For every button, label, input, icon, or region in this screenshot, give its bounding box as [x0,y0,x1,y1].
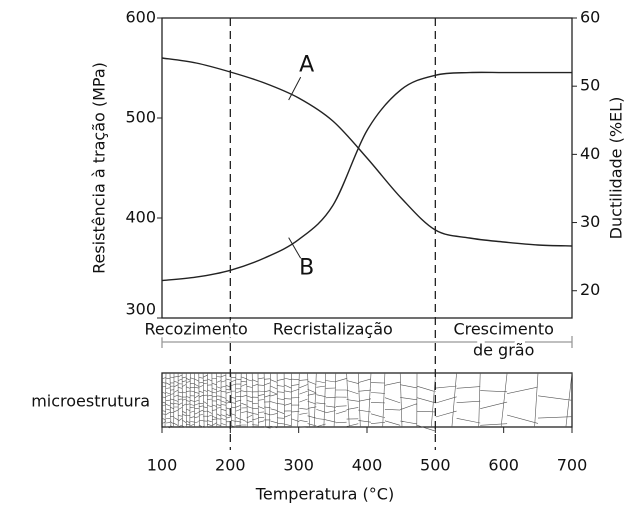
region-label: Crescimento [453,320,553,339]
label-leader [288,76,302,101]
strip-label: microestrutura [31,392,150,411]
plot-frame [161,17,573,319]
y2-tick-label: 60 [580,8,600,27]
series-line [161,57,573,247]
y-tick-label: 300 [125,300,156,319]
y2-tick-label: 30 [580,212,600,231]
series-line [161,71,572,282]
y2-tick-label: 40 [580,144,600,163]
x-tick-label: 600 [488,456,519,475]
series-label: A [299,53,314,78]
x-tick-label: 400 [352,456,383,475]
y2-tick-label: 50 [580,76,600,95]
x-tick-label: 500 [420,456,451,475]
y-tick-label: 400 [125,208,156,227]
x-tick-label: 200 [215,456,246,475]
region-label: de grão [473,341,534,360]
x-axis-title: Temperatura (°C) [255,485,394,504]
y-tick-label: 500 [125,108,156,127]
microstructure-grains [161,372,573,432]
x-tick-label: 700 [557,456,588,475]
x-tick-label: 300 [283,456,314,475]
region-label: Recozimento [145,320,248,339]
x-tick-label: 100 [147,456,178,475]
y2-axis-title: Ductilidade (%EL) [607,97,626,240]
label-leader [288,237,302,259]
series-label: B [299,255,314,280]
y-tick-label: 600 [125,8,156,27]
y-axis-title: Resistência à tração (MPa) [90,62,109,274]
region-label: Recristalização [273,320,393,339]
y2-tick-label: 20 [580,280,600,299]
